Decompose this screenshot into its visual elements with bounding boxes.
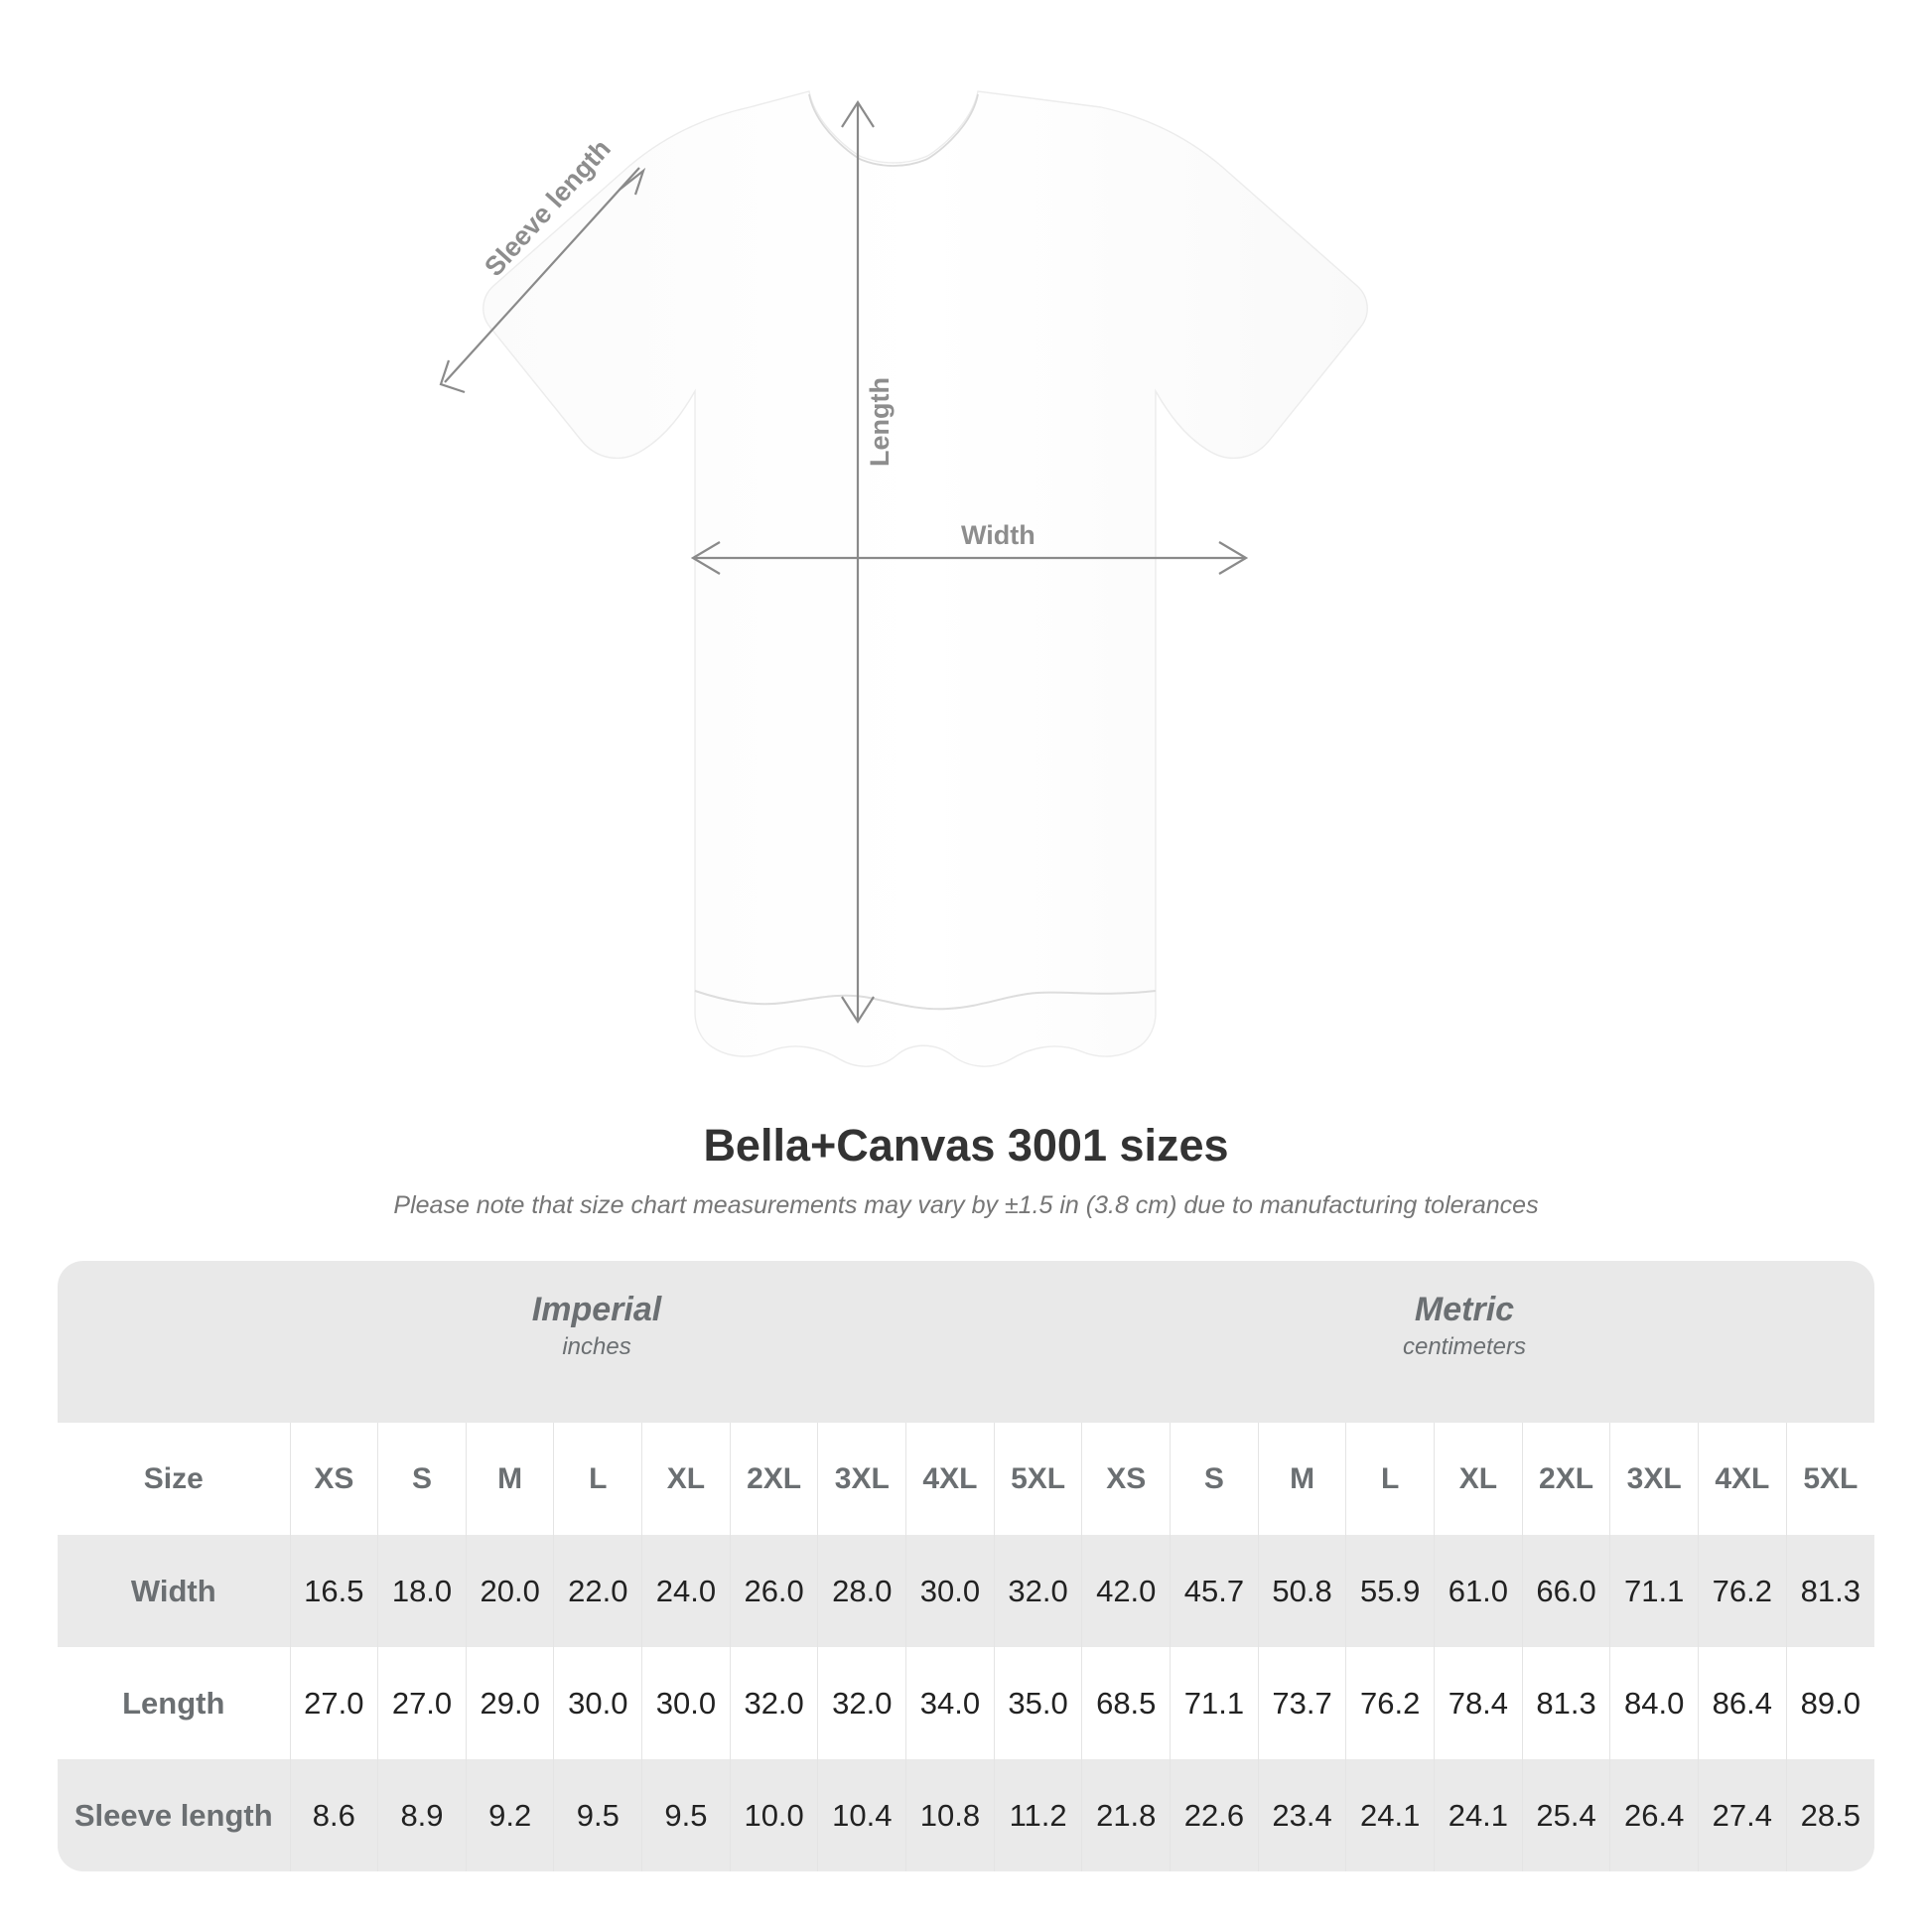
svg-text:Length: Length — [865, 377, 895, 467]
svg-text:Width: Width — [961, 520, 1035, 550]
